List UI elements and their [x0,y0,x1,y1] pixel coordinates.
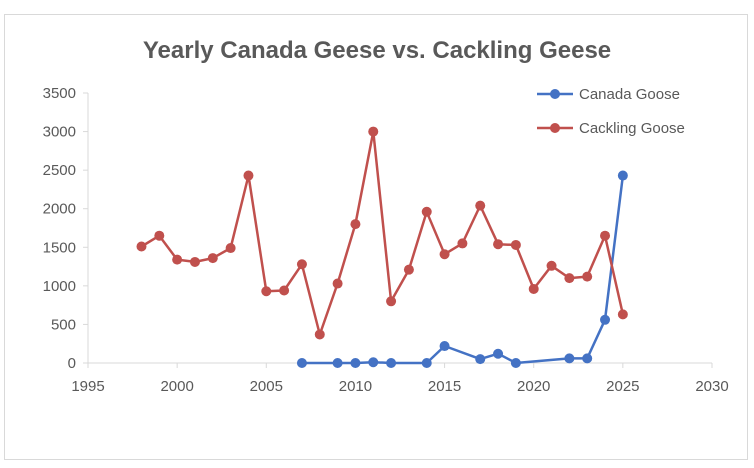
y-tick-label: 500 [51,316,76,333]
legend-marker [550,123,560,133]
data-point [172,254,183,265]
series-canada-goose [296,170,628,368]
data-point [528,283,539,294]
data-point [403,264,414,275]
series-line [301,175,625,365]
data-point [421,206,432,217]
data-point [136,241,147,252]
x-tick-label: 2020 [517,378,550,395]
data-point [421,358,432,368]
data-point [617,170,628,181]
data-point [296,358,307,368]
data-point [439,249,450,260]
data-point [368,126,379,137]
x-tick-label: 2025 [606,378,639,395]
axes: 0 500 1000 1500 2000 2500 3000 3500 1995 2000 2005… [43,85,729,395]
data-point [617,309,628,320]
y-tick-label: 1500 [43,239,76,256]
legend-marker [550,89,560,99]
legend-item: Cackling Goose [537,120,685,137]
series-cackling-goose [136,126,628,340]
data-point [475,354,486,365]
data-point [207,253,218,264]
data-point [154,230,165,241]
y-tick-label: 2500 [43,162,76,179]
x-tick-label: 2030 [695,378,728,395]
y-tick-label: 3000 [43,124,76,141]
data-point [493,239,504,250]
x-tick-label: 2005 [250,378,283,395]
y-tick-label: 1000 [43,278,76,295]
x-tick-label: 2010 [339,378,372,395]
data-point [386,358,397,368]
legend-item: Canada Goose [537,86,680,103]
data-point [510,358,521,368]
data-point [510,239,521,250]
plot-area [136,126,628,368]
data-point [582,271,593,282]
data-point [600,314,611,325]
legend: Canada Goose Cackling Goose [537,86,685,137]
x-tick-label: 2015 [428,378,461,395]
chart-svg: Yearly Canada Geese vs. Cackling Geese 0… [43,37,729,395]
x-tick-label: 2000 [160,378,193,395]
x-tick-label: 1995 [71,378,104,395]
data-point [350,358,361,368]
data-point [439,341,450,352]
data-point [546,260,557,271]
data-point [386,296,397,307]
series-line [140,130,625,336]
data-point [243,170,254,181]
data-point [564,353,575,364]
data-point [600,230,611,241]
chart-title: Yearly Canada Geese vs. Cackling Geese [143,37,611,64]
data-point [261,286,272,297]
data-point [564,273,575,284]
data-point [332,278,343,289]
y-tick-label: 3500 [43,85,76,102]
data-point [332,358,343,368]
chart-area: Yearly Canada Geese vs. Cackling Geese 0… [4,14,748,460]
y-tick-label: 2000 [43,201,76,218]
data-point [189,256,200,267]
legend-label: Cackling Goose [579,120,685,137]
y-tick-label: 0 [68,355,76,372]
legend-label: Canada Goose [579,86,680,103]
data-point [350,219,361,230]
data-point [475,200,486,211]
data-point [225,243,236,254]
data-point [368,357,379,368]
data-point [296,259,307,270]
data-point [582,353,593,364]
data-point [314,329,325,340]
data-point [457,238,468,249]
data-point [493,348,504,359]
data-point [279,285,290,296]
